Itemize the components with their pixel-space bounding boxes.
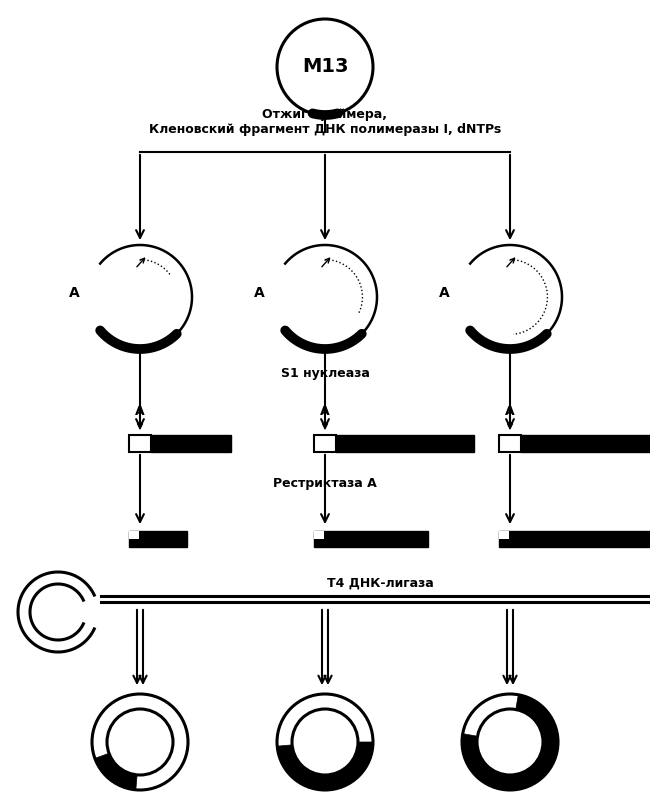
Bar — [129, 531, 187, 547]
Bar — [336, 435, 474, 452]
Bar — [314, 435, 336, 452]
Text: A: A — [254, 286, 265, 300]
Text: A: A — [505, 405, 515, 418]
Bar — [129, 531, 139, 539]
Polygon shape — [277, 742, 373, 790]
Bar — [499, 531, 650, 547]
Text: Рестриктаза А: Рестриктаза А — [273, 478, 377, 491]
Bar — [314, 531, 428, 547]
Bar — [314, 531, 324, 539]
Text: A: A — [439, 286, 450, 300]
Polygon shape — [462, 695, 558, 790]
Text: Отжиг праймера,
Кленовский фрагмент ДНК полимеразы I, dNTPs: Отжиг праймера, Кленовский фрагмент ДНК … — [149, 108, 501, 136]
Text: A: A — [70, 286, 80, 300]
Text: Т4 ДНК-лигаза: Т4 ДНК-лигаза — [326, 576, 434, 589]
Text: S1 нуклеаза: S1 нуклеаза — [281, 367, 369, 380]
Bar — [499, 531, 509, 539]
Text: A: A — [135, 405, 145, 418]
Polygon shape — [95, 753, 137, 790]
Bar — [499, 435, 521, 452]
Bar — [151, 435, 231, 452]
Text: A: A — [320, 405, 330, 418]
Text: M13: M13 — [302, 57, 348, 77]
Bar — [521, 435, 650, 452]
Bar — [129, 435, 151, 452]
